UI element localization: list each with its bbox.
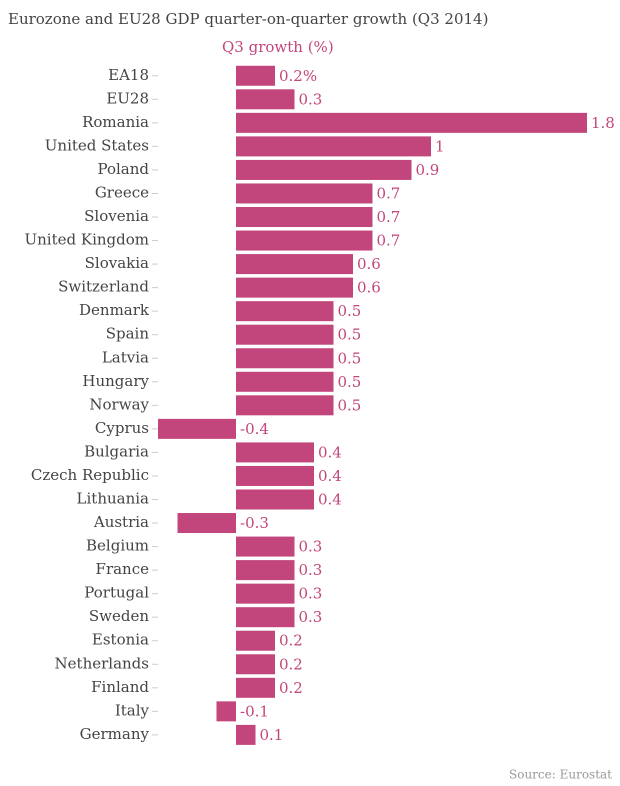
- data-label: 0.5: [338, 302, 362, 320]
- y-tick-label: Italy: [115, 701, 150, 719]
- axis-label: Q3 growth (%): [222, 38, 334, 56]
- bar: [236, 489, 314, 510]
- y-tick-label: Spain: [106, 325, 150, 343]
- data-label: 0.4: [318, 443, 342, 461]
- bar: [236, 207, 373, 228]
- chart-title: Eurozone and EU28 GDP quarter-on-quarter…: [8, 10, 488, 28]
- y-tick-label: Lithuania: [77, 489, 150, 507]
- y-tick-label: Sweden: [89, 607, 149, 625]
- bar: [236, 560, 295, 581]
- data-label: 0.6: [357, 255, 381, 273]
- y-tick-label: Slovakia: [85, 254, 149, 272]
- bar: [236, 442, 314, 463]
- y-tick-label: EU28: [106, 89, 149, 107]
- data-label: -0.1: [240, 702, 269, 720]
- bar: [236, 324, 334, 345]
- y-tick-label: Romania: [82, 113, 149, 131]
- y-tick-label: EA18: [108, 66, 149, 84]
- data-label: 0.7: [377, 208, 401, 226]
- y-tick-label: United States: [45, 136, 149, 154]
- y-tick-label: Finland: [91, 678, 149, 696]
- y-tick-label: Cyprus: [95, 419, 149, 437]
- bar: [236, 371, 334, 392]
- data-label: 0.3: [299, 608, 323, 626]
- data-label: 0.3: [299, 561, 323, 579]
- bar: [236, 583, 295, 604]
- data-label: 0.2: [279, 632, 303, 650]
- bar: [236, 65, 275, 86]
- y-tick-label: France: [96, 560, 150, 578]
- y-tick-label: Bulgaria: [84, 442, 149, 460]
- data-label: 0.2%: [279, 67, 317, 85]
- y-tick-label: Portugal: [84, 584, 149, 602]
- bar: [236, 465, 314, 486]
- bar: [236, 89, 295, 110]
- data-label: 0.3: [299, 90, 323, 108]
- y-tick-label: Austria: [93, 513, 149, 531]
- data-label: -0.3: [240, 514, 269, 532]
- y-tick-label: Estonia: [92, 631, 149, 649]
- y-tick-label: Latvia: [102, 348, 149, 366]
- bar: [236, 277, 353, 298]
- bar: [236, 348, 334, 369]
- bar: [236, 536, 295, 557]
- y-tick-label: Belgium: [86, 537, 149, 555]
- bar: [236, 230, 373, 251]
- source: Source: Eurostat: [509, 768, 612, 782]
- y-tick-label: Germany: [80, 725, 150, 743]
- y-tick-label: Slovenia: [84, 207, 149, 225]
- bar: [177, 513, 236, 534]
- bar: [236, 630, 275, 651]
- data-label: 0.5: [338, 396, 362, 414]
- bar: [216, 701, 236, 722]
- bar: [236, 654, 275, 675]
- data-label: 0.9: [416, 161, 440, 179]
- bar: [236, 159, 412, 180]
- bar: [236, 395, 334, 416]
- data-label: 0.4: [318, 467, 342, 485]
- bar: [236, 254, 353, 275]
- y-tick-label: Poland: [97, 160, 149, 178]
- y-tick-label: Denmark: [79, 301, 150, 319]
- data-label: -0.4: [240, 420, 269, 438]
- y-tick-label: Norway: [89, 395, 149, 413]
- data-label: 0.5: [338, 326, 362, 344]
- data-label: 0.4: [318, 490, 342, 508]
- data-label: 0.2: [279, 679, 303, 697]
- bar: [236, 183, 373, 204]
- data-label: 0.5: [338, 349, 362, 367]
- data-label: 0.5: [338, 373, 362, 391]
- bar: [236, 607, 295, 628]
- bar: [158, 418, 236, 439]
- bar: [236, 112, 587, 133]
- bar: [236, 136, 431, 157]
- data-label: 0.3: [299, 538, 323, 556]
- bar: [236, 724, 256, 745]
- y-tick-label: Hungary: [82, 372, 149, 390]
- y-tick-label: Netherlands: [55, 654, 149, 672]
- data-label: 0.2: [279, 655, 303, 673]
- data-label: 0.7: [377, 232, 401, 250]
- y-tick-label: United Kingdom: [25, 231, 150, 249]
- data-label: 0.7: [377, 184, 401, 202]
- data-label: 0.1: [260, 726, 284, 744]
- data-label: 0.6: [357, 279, 381, 297]
- y-tick-label: Switzerland: [58, 278, 149, 296]
- bar: [236, 677, 275, 698]
- y-tick-label: Czech Republic: [31, 466, 149, 484]
- y-tick-label: Greece: [95, 183, 149, 201]
- data-label: 0.3: [299, 585, 323, 603]
- bar: [236, 301, 334, 322]
- data-label: 1: [435, 137, 445, 155]
- data-label: 1.8: [591, 114, 615, 132]
